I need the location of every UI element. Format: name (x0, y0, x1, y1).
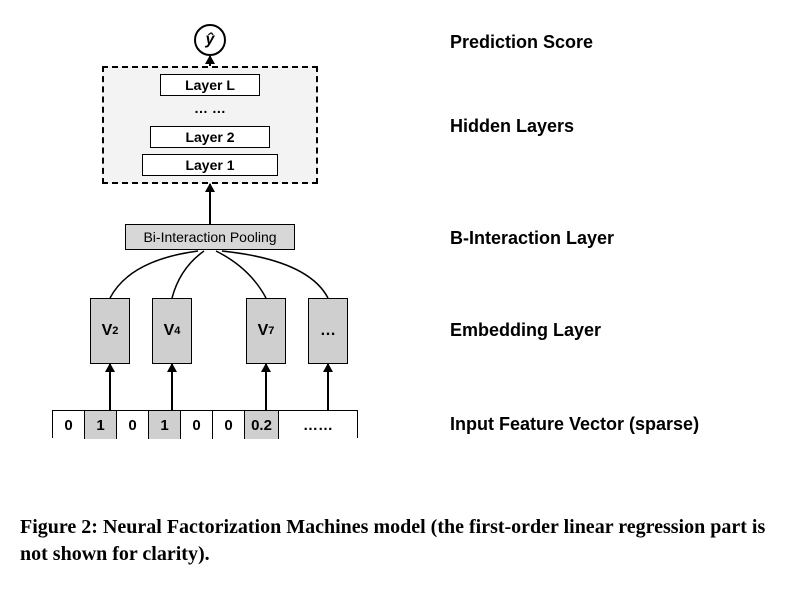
embedding-block: V2 (90, 298, 130, 364)
arrow-up (109, 364, 111, 410)
input-cell: 1 (85, 411, 117, 439)
hidden-layer-box: Layer 2 (150, 126, 270, 148)
label-prediction-score: Prediction Score (450, 32, 593, 53)
hidden-layer-box: Layer L (160, 74, 260, 96)
input-cell: 0 (117, 411, 149, 439)
input-cell: …… (279, 411, 357, 439)
input-cell: 0.2 (245, 411, 279, 439)
embedding-block: … (308, 298, 348, 364)
arrow-up (265, 364, 267, 410)
arrow-up (171, 364, 173, 410)
label-input-vector: Input Feature Vector (sparse) (450, 414, 699, 435)
pooling-text: Bi-Interaction Pooling (143, 229, 276, 245)
output-node: ŷ (194, 24, 226, 56)
hidden-layer-box: Layer 1 (142, 154, 278, 176)
input-cell: 0 (53, 411, 85, 439)
arrow-up (209, 56, 211, 66)
label-b-interaction: B-Interaction Layer (450, 228, 614, 249)
label-hidden-layers: Hidden Layers (450, 116, 574, 137)
label-embedding: Embedding Layer (450, 320, 601, 341)
input-cell: 0 (213, 411, 245, 439)
input-feature-vector: 0101000.2…… (52, 410, 358, 438)
figure-caption: Figure 2: Neural Factorization Machines … (20, 514, 777, 568)
arrow-up (327, 364, 329, 410)
embedding-block: V4 (152, 298, 192, 364)
bi-interaction-pooling-box: Bi-Interaction Pooling (125, 224, 295, 250)
hidden-layers-ellipsis: … … (180, 100, 240, 116)
nfm-architecture-diagram: Prediction Score Hidden Layers B-Interac… (20, 20, 777, 500)
input-cell: 1 (149, 411, 181, 439)
input-cell: 0 (181, 411, 213, 439)
output-symbol: ŷ (206, 31, 215, 49)
arrow-up (209, 184, 211, 224)
embedding-block: V7 (246, 298, 286, 364)
